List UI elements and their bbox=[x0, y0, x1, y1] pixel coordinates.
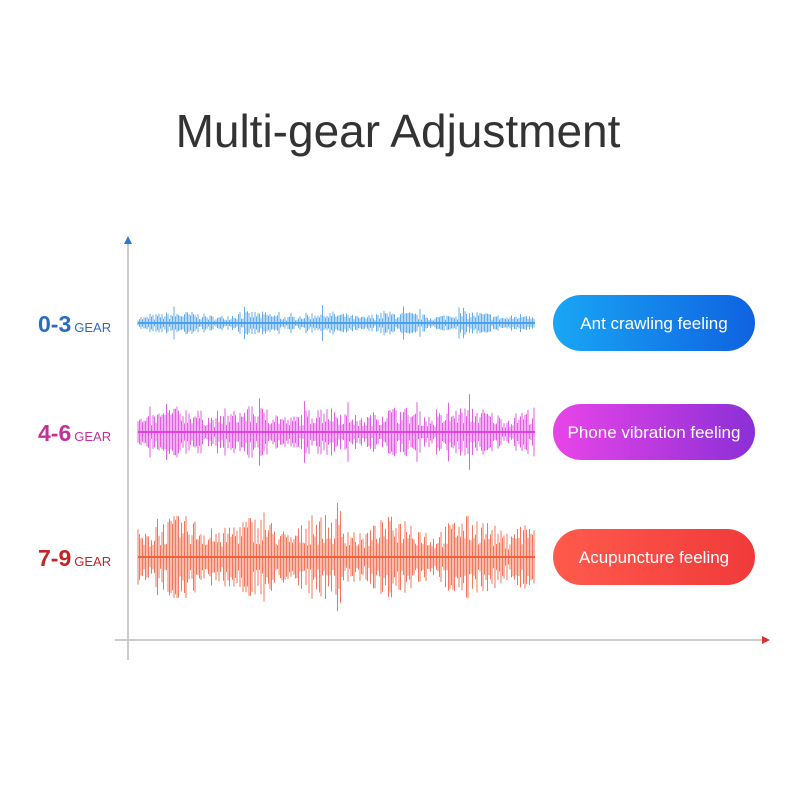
feeling-label: Acupuncture feeling bbox=[579, 548, 729, 567]
gear-label: 4-6 GEAR bbox=[38, 420, 111, 446]
feeling-pill bbox=[553, 295, 755, 351]
y-arrow bbox=[124, 236, 132, 244]
gear-label: 7-9 GEAR bbox=[38, 545, 111, 571]
title: Multi-gear Adjustment bbox=[176, 105, 621, 157]
feeling-pill bbox=[553, 404, 755, 460]
gear-label: 0-3 GEAR bbox=[38, 311, 111, 337]
gear-range: 0-3 bbox=[38, 311, 71, 337]
gear-unit: GEAR bbox=[74, 554, 111, 569]
feeling-pill bbox=[553, 529, 755, 585]
feeling-label: Phone vibration feeling bbox=[568, 423, 741, 442]
x-arrow bbox=[762, 636, 770, 644]
gear-range: 4-6 bbox=[38, 420, 71, 446]
feeling-label: Ant crawling feeling bbox=[580, 314, 727, 333]
gear-unit: GEAR bbox=[74, 429, 111, 444]
gear-unit: GEAR bbox=[74, 320, 111, 335]
gear-range: 7-9 bbox=[38, 545, 71, 571]
